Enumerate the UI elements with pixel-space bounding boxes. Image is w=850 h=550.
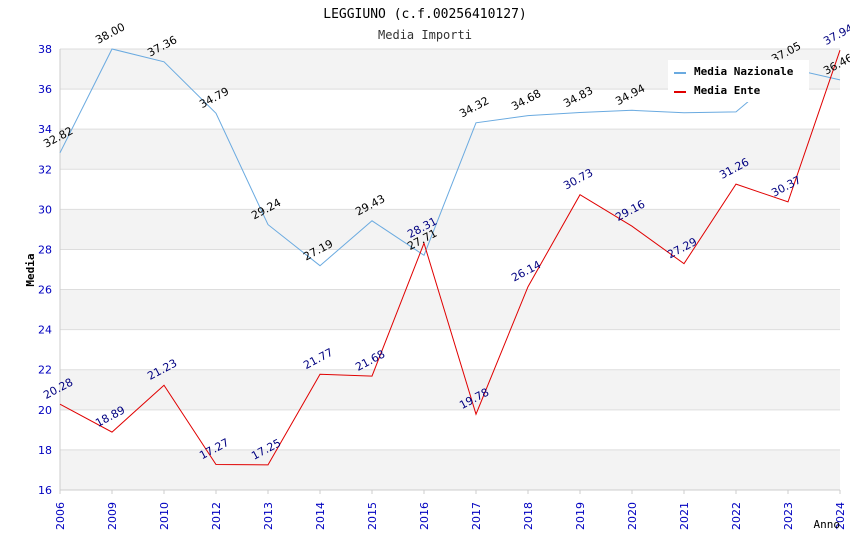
- x-tick-label: 2023: [782, 502, 795, 530]
- grid-bands: [60, 49, 840, 490]
- y-tick-label: 18: [38, 444, 52, 457]
- x-tick-label: 2017: [470, 502, 483, 530]
- data-label: 26.14: [509, 258, 543, 284]
- legend-label-media-nazionale: Media Nazionale: [694, 65, 794, 78]
- legend-box: [668, 60, 809, 102]
- data-label: 37.94: [821, 22, 850, 48]
- x-tick-label: 2012: [210, 502, 223, 530]
- data-label: 30.37: [769, 173, 803, 199]
- x-tick-label: 2010: [158, 502, 171, 530]
- data-label: 34.68: [509, 87, 543, 113]
- x-tick-label: 2009: [106, 502, 119, 530]
- data-label: 34.32: [457, 94, 491, 120]
- x-tick-label: 2019: [574, 502, 587, 530]
- chart-title: LEGGIUNO (c.f.00256410127): [323, 7, 527, 22]
- y-tick-label: 20: [38, 404, 52, 417]
- x-tick-label: 2018: [522, 502, 535, 530]
- x-tick-label: 2016: [418, 502, 431, 530]
- series-line-media-nazionale: [59, 48, 841, 267]
- y-tick-label: 38: [38, 43, 52, 56]
- chart-subtitle: Media Importi: [378, 28, 472, 42]
- y-tick-label: 28: [38, 243, 52, 256]
- x-tick-label: 2013: [262, 502, 275, 530]
- x-tick-label: 2014: [314, 502, 327, 530]
- y-tick-label: 30: [38, 203, 52, 216]
- data-label: 30.73: [561, 166, 595, 192]
- y-tick-label: 22: [38, 364, 52, 377]
- data-label: 21.77: [301, 346, 335, 372]
- y-axis-label: Media: [24, 253, 37, 286]
- grid-band: [60, 129, 840, 170]
- y-tick-label: 34: [38, 123, 52, 136]
- x-tick-label: 2022: [730, 502, 743, 530]
- x-tick-label: 2006: [54, 502, 67, 530]
- series-line-media-ente: [59, 50, 841, 466]
- y-tick-label: 26: [38, 284, 52, 297]
- y-tick-label: 24: [38, 324, 52, 337]
- grid-band: [60, 209, 840, 250]
- x-tick-label: 2020: [626, 502, 639, 530]
- x-axis-label: Anno: [814, 518, 841, 531]
- grid-band: [60, 449, 840, 490]
- grid-band: [60, 289, 840, 330]
- series-lines: [59, 48, 841, 466]
- axes: [59, 49, 840, 491]
- legend-label-media-ente: Media Ente: [694, 84, 761, 97]
- y-tick-label: 36: [38, 83, 52, 96]
- y-tick-labels: 16 18 20 22 24 26 28 30 32 34 36 38: [38, 43, 52, 497]
- x-tick-label: 2015: [366, 502, 379, 530]
- y-tick-label: 32: [38, 163, 52, 176]
- data-label: 38.00: [93, 20, 127, 46]
- y-tick-label: 16: [38, 484, 52, 497]
- x-tick-label: 2024: [834, 502, 847, 530]
- x-tick-label: 2021: [678, 502, 691, 530]
- grid-lines: [60, 48, 840, 491]
- legend: Media Nazionale Media Ente: [668, 60, 809, 102]
- grid-band: [60, 369, 840, 410]
- x-tick-labels: 2006 2009 2010 2012 2013 2014 2015 2016 2017 2018…: [54, 490, 847, 530]
